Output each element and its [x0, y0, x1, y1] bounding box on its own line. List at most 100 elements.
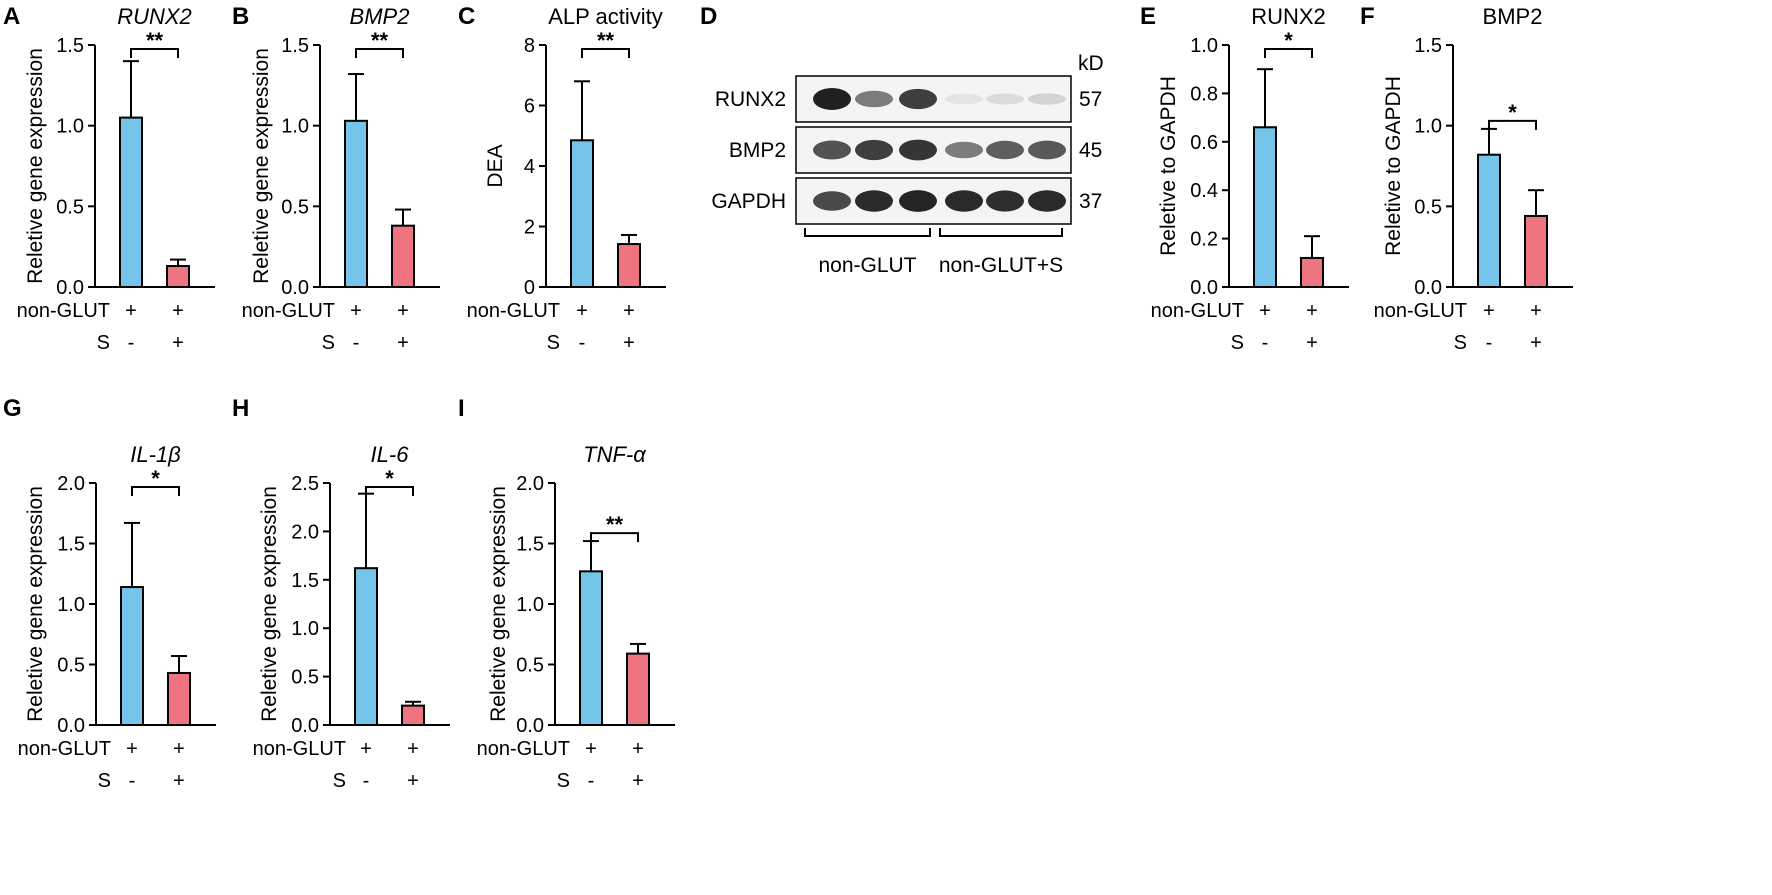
chart-title: ALP activity: [548, 4, 663, 29]
condition-treatment-mark: -: [1262, 332, 1269, 354]
condition-treatment-mark: +: [397, 332, 409, 354]
condition-group-mark: +: [623, 300, 635, 322]
blot-row-runx2: RUNX2 57: [715, 75, 1102, 123]
condition-treatment-mark: +: [407, 770, 419, 792]
y-tick-label: 0.2: [1190, 229, 1218, 251]
y-tick-label: 1.0: [1414, 116, 1442, 138]
condition-treatment-mark: -: [579, 332, 586, 354]
panel-e: E RUNX2 Reletive to GAPDH 0.0 0.2 0.4 0.6 0.8 1.…: [1140, 3, 1349, 354]
significance-label: *: [385, 466, 394, 491]
group-bracket: [939, 228, 1063, 237]
y-axis-label: DEA: [484, 144, 507, 187]
protein-label: RUNX2: [715, 88, 786, 111]
y-tick-label: 1.5: [516, 534, 544, 556]
y-tick-label: 0.4: [1190, 180, 1218, 202]
y-tick-label: 0.0: [1190, 277, 1218, 299]
bar-control: [120, 586, 144, 726]
y-axis-label: Reletive gene expression: [24, 486, 47, 722]
significance-bracket: [355, 48, 404, 58]
row-label-treatment: S: [1454, 332, 1467, 354]
y-axis-label: Reletive gene expression: [487, 486, 510, 722]
row-label-group: non-GLUT: [253, 738, 346, 760]
kd-unit-label: kD: [1078, 52, 1104, 75]
condition-group-mark: +: [172, 300, 184, 322]
row-label-group: non-GLUT: [1374, 300, 1467, 322]
bar-treated: [617, 243, 641, 288]
condition-group-mark: +: [173, 738, 185, 760]
y-tick-label: 0.0: [516, 715, 544, 737]
y-tick-label: 0.5: [291, 667, 319, 689]
y-tick-label: 1.5: [291, 570, 319, 592]
panel-letter: C: [458, 3, 475, 30]
blot-band: [945, 93, 983, 105]
y-tick-label: 1.0: [57, 594, 85, 616]
panel-letter: I: [458, 395, 465, 422]
bar-control: [344, 119, 368, 289]
row-label-treatment: S: [333, 770, 346, 792]
y-tick-label: 0.5: [516, 655, 544, 677]
chart-title: BMP2: [1483, 4, 1543, 29]
significance-bracket: [590, 532, 639, 543]
y-tick-label: 0: [524, 277, 535, 299]
y-tick-label: 2.0: [291, 521, 319, 543]
blot-band: [899, 190, 937, 212]
blot-row-bmp2: BMP2 45: [729, 126, 1102, 174]
row-label-treatment: S: [1231, 332, 1244, 354]
significance-bracket: [1488, 119, 1537, 130]
bar-control: [570, 139, 594, 288]
blot-band: [986, 93, 1024, 105]
significance-label: **: [597, 28, 615, 53]
y-tick-label: 2: [524, 217, 535, 239]
condition-treatment-mark: -: [588, 770, 595, 792]
blot-band: [1028, 93, 1066, 105]
condition-treatment-mark: +: [1306, 332, 1318, 354]
bar-treated: [1524, 215, 1548, 288]
blot-band: [1028, 190, 1066, 212]
protein-label: GAPDH: [711, 190, 786, 213]
significance-label: **: [606, 512, 624, 537]
blot-band: [945, 141, 983, 159]
y-tick-label: 0.0: [1414, 277, 1442, 299]
y-tick-label: 1.0: [56, 116, 84, 138]
blot-band: [855, 139, 893, 161]
condition-group-mark: +: [360, 738, 372, 760]
y-tick-label: 0.0: [56, 277, 84, 299]
condition-group-mark: +: [407, 738, 419, 760]
condition-group-mark: +: [1306, 300, 1318, 322]
bar-control: [1253, 126, 1277, 288]
chart-title: TNF-α: [583, 442, 647, 467]
group-bracket: [804, 228, 931, 237]
protein-label: BMP2: [729, 139, 786, 162]
y-axis-label: Reletive to GAPDH: [1157, 76, 1180, 256]
panel-a: A RUNX2 Reletive gene expression 0.0 0.5 1.0 1…: [3, 3, 215, 354]
blot-band: [899, 88, 937, 110]
blot-row-gapdh: GAPDH 37: [711, 177, 1102, 225]
bar-treated: [391, 224, 415, 288]
panel-letter: F: [1360, 3, 1375, 30]
y-axis-label: Reletive gene expression: [258, 486, 281, 722]
row-label-group: non-GLUT: [1151, 300, 1244, 322]
y-tick-label: 8: [524, 35, 535, 57]
y-tick-label: 1.5: [57, 534, 85, 556]
y-tick-label: 1.0: [291, 618, 319, 640]
condition-group-mark: +: [1259, 300, 1271, 322]
y-tick-label: 1.5: [56, 35, 84, 57]
panel-letter: G: [3, 395, 22, 422]
row-label-group: non-GLUT: [18, 738, 111, 760]
group-label: non-GLUT: [818, 254, 916, 277]
panel-letter: B: [232, 3, 249, 30]
condition-group-mark: +: [632, 738, 644, 760]
y-tick-label: 4: [524, 156, 535, 178]
chart-title: RUNX2: [1251, 4, 1326, 29]
significance-bracket: [131, 486, 180, 496]
row-label-group: non-GLUT: [242, 300, 335, 322]
row-label-group: non-GLUT: [17, 300, 110, 322]
y-tick-label: 1.5: [1414, 35, 1442, 57]
bar-control: [1477, 153, 1501, 288]
y-tick-label: 0.0: [281, 277, 309, 299]
y-axis-label: Reletive to GAPDH: [1382, 76, 1405, 256]
row-label-treatment: S: [97, 332, 110, 354]
row-label-treatment: S: [98, 770, 111, 792]
blot-band: [986, 140, 1024, 160]
panel-d-western-blot: DkD RUNX2 57 BMP2 45 GAPDH 37 non-GLUT non-GLUT+…: [700, 3, 1104, 277]
